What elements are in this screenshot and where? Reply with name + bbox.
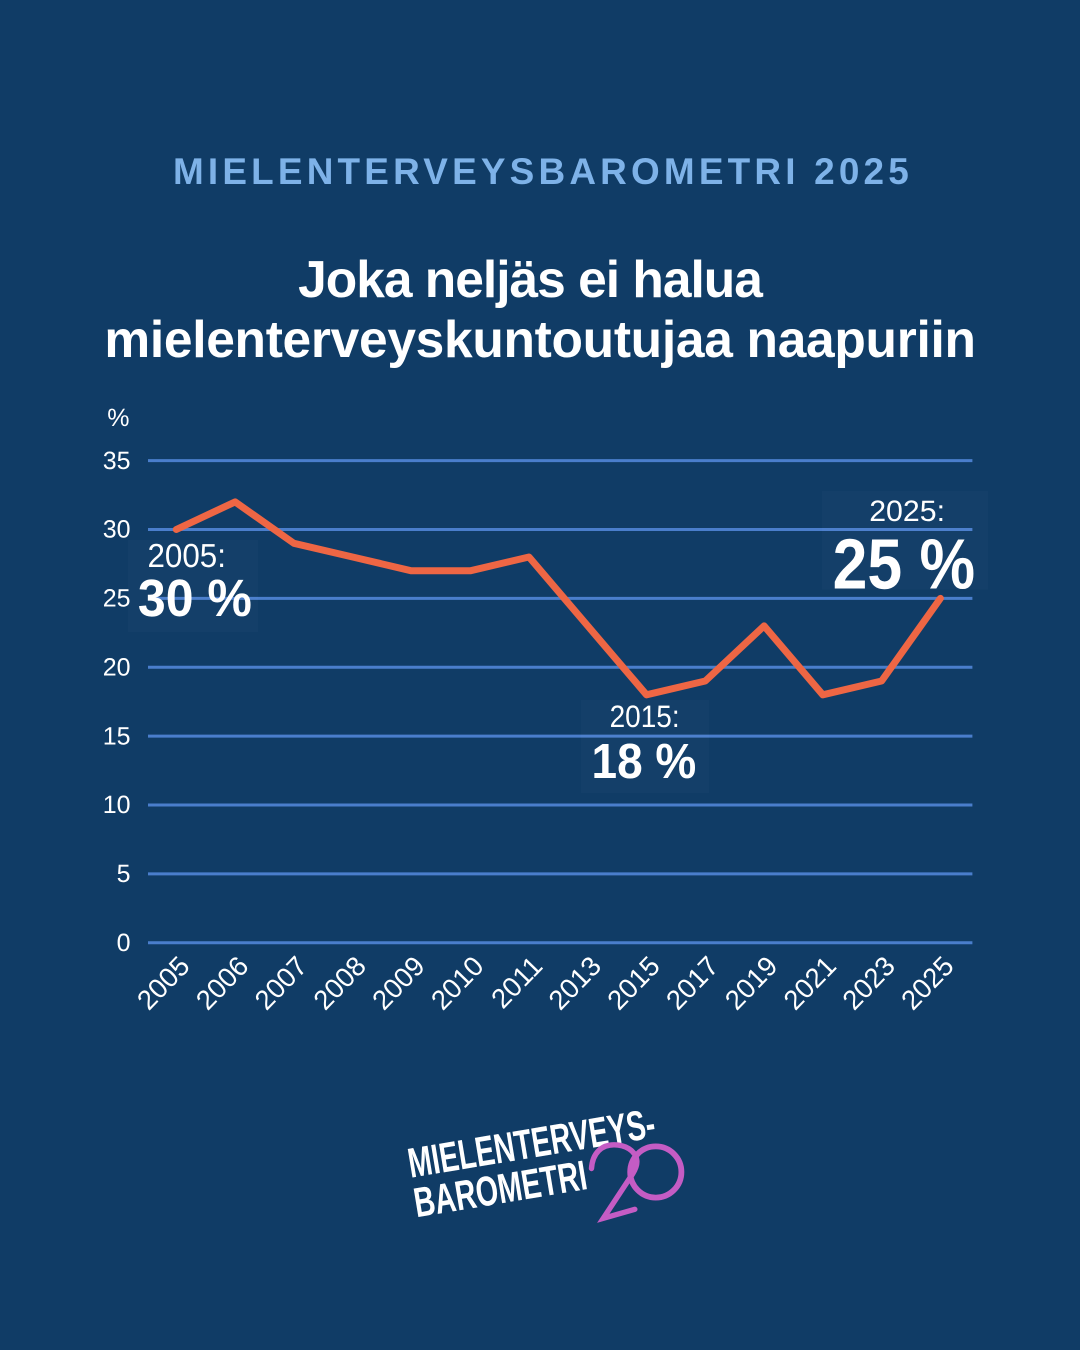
svg-text:2013: 2013 — [542, 950, 607, 1016]
svg-text:2019: 2019 — [719, 950, 784, 1016]
svg-text:30: 30 — [103, 516, 131, 544]
svg-text:2007: 2007 — [248, 950, 313, 1016]
svg-text:2010: 2010 — [425, 950, 490, 1016]
svg-text:15: 15 — [103, 722, 131, 750]
svg-text:2025: 2025 — [895, 950, 960, 1016]
svg-text:2015: 2015 — [601, 950, 666, 1016]
svg-text:10: 10 — [103, 791, 131, 819]
svg-text:2006: 2006 — [190, 950, 255, 1016]
svg-text:2025:: 2025: — [869, 495, 945, 528]
svg-text:2017: 2017 — [660, 950, 725, 1016]
svg-text:2021: 2021 — [777, 950, 842, 1016]
svg-text:2015:: 2015: — [610, 699, 680, 734]
svg-text:2005: 2005 — [131, 950, 196, 1016]
svg-text:2008: 2008 — [307, 950, 372, 1016]
svg-text:2011: 2011 — [485, 950, 548, 1014]
svg-text:20: 20 — [103, 654, 131, 682]
svg-text:35: 35 — [103, 447, 131, 475]
svg-text:%: % — [107, 404, 129, 432]
svg-text:2023: 2023 — [836, 950, 901, 1016]
svg-text:0: 0 — [117, 929, 131, 957]
svg-text:2009: 2009 — [366, 950, 431, 1016]
svg-text:25: 25 — [103, 585, 131, 613]
svg-text:30 %: 30 % — [138, 569, 252, 628]
svg-text:25 %: 25 % — [833, 525, 975, 604]
svg-text:2005:: 2005: — [147, 538, 225, 575]
svg-text:5: 5 — [117, 860, 131, 888]
svg-text:18 %: 18 % — [592, 734, 697, 789]
